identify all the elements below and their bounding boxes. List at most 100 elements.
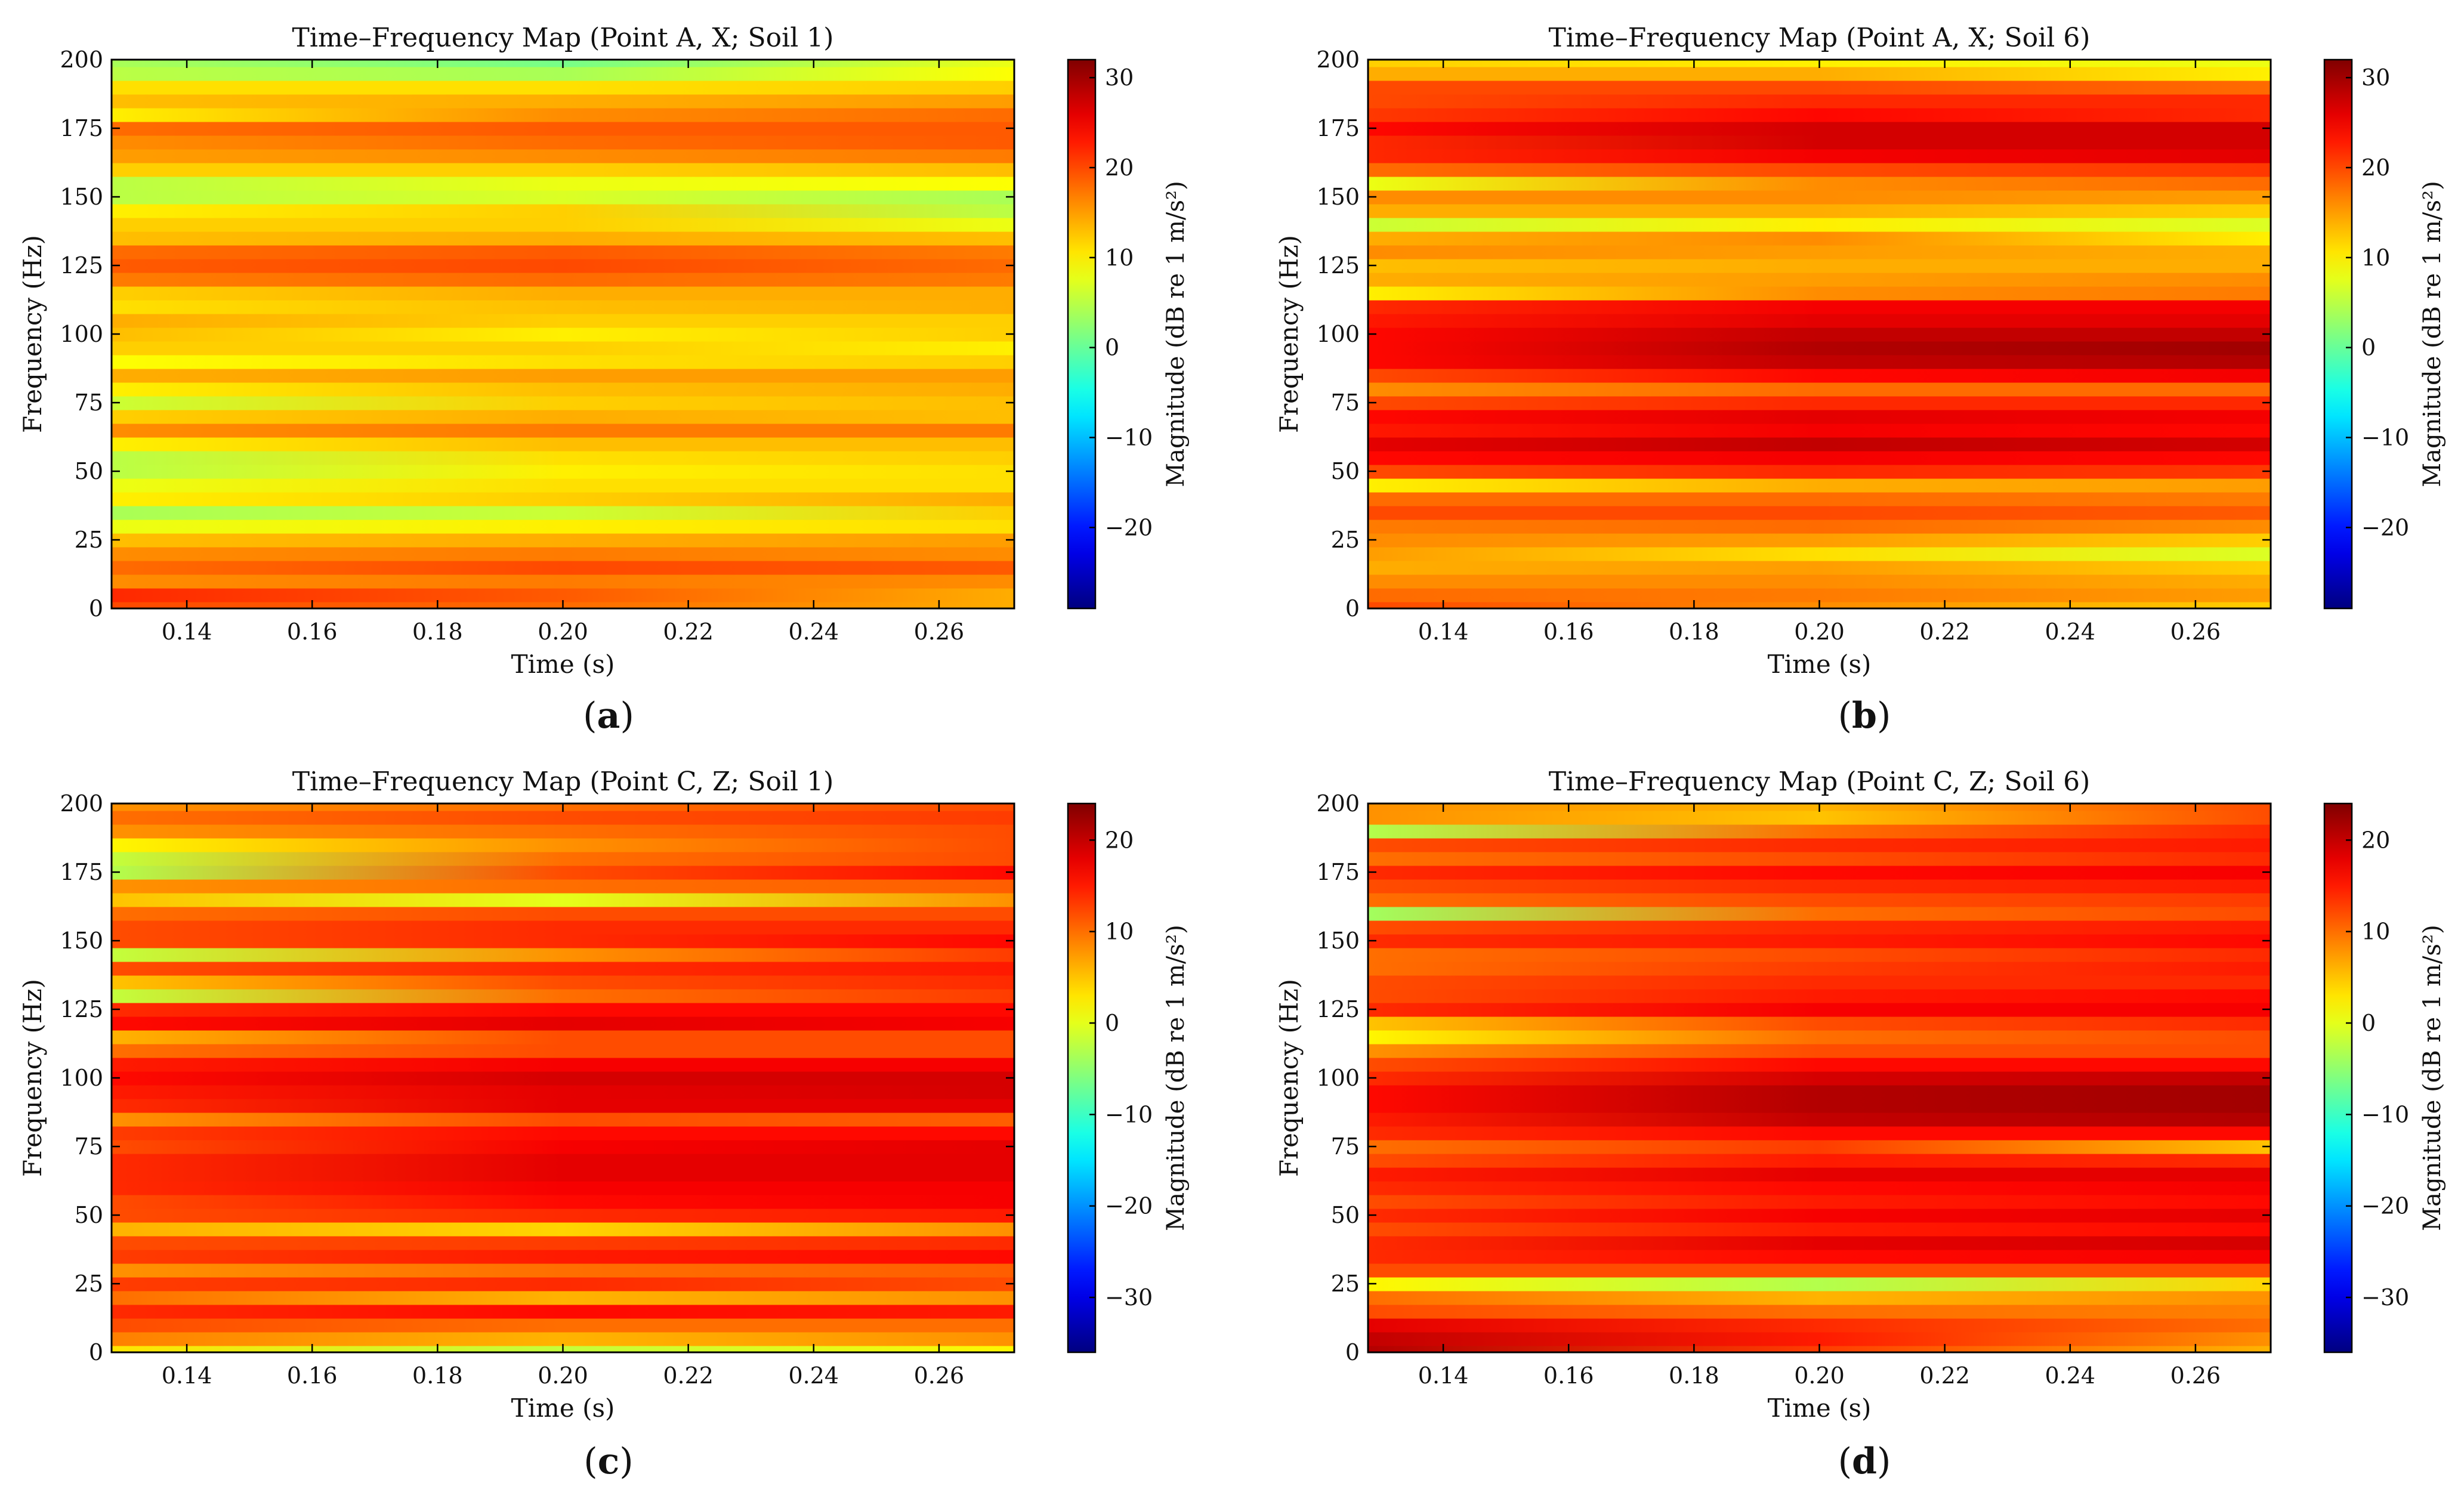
heatmap-band — [1368, 409, 2271, 424]
x-tick-label: 0.14 — [1418, 1362, 1469, 1389]
heatmap-band — [1368, 560, 2271, 575]
heatmap-band — [1368, 1290, 2271, 1305]
y-tick-label: 100 — [1316, 321, 1360, 347]
x-tick-label: 0.14 — [162, 619, 212, 645]
colorbar-tick-label: 10 — [2361, 919, 2390, 945]
heatmap-band — [1368, 1016, 2271, 1031]
y-tick-label: 75 — [75, 390, 103, 416]
colorbar-tick-label: 20 — [1105, 154, 1134, 181]
heatmap-band — [112, 341, 1014, 356]
heatmap-band — [1368, 533, 2271, 548]
colorbar-scale — [1067, 802, 1097, 1354]
heatmap-band — [1368, 1139, 2271, 1154]
x-tick-label: 0.24 — [2045, 619, 2095, 645]
heatmap-band — [1368, 423, 2271, 438]
colorbar-tick-label: 10 — [1105, 245, 1134, 271]
heatmap-band — [112, 395, 1014, 410]
heatmap-band — [112, 1290, 1014, 1305]
colorbar-tick-label: 30 — [2361, 64, 2390, 91]
x-tick-label: 0.18 — [1669, 619, 1719, 645]
x-tick-label: 0.20 — [1794, 1362, 1845, 1389]
colorbar-tick-label: −30 — [2361, 1284, 2409, 1311]
heatmap-band — [112, 1057, 1014, 1072]
heatmap-band — [112, 1153, 1014, 1168]
heatmap-band — [112, 231, 1014, 246]
heatmap-band — [112, 1277, 1014, 1291]
heatmap-band — [112, 546, 1014, 561]
heatmap-band — [1368, 1167, 2271, 1182]
x-tick-label: 0.16 — [287, 619, 338, 645]
heatmap-band — [1368, 135, 2271, 150]
heatmap-band — [112, 879, 1014, 894]
heatmap-band — [1368, 838, 2271, 852]
x-tick-label: 0.14 — [1418, 619, 1469, 645]
heatmap-band — [1368, 203, 2271, 218]
heatmap-band — [112, 1043, 1014, 1058]
heatmap-band — [112, 1304, 1014, 1319]
y-tick-label: 125 — [1316, 252, 1360, 279]
heatmap-band — [112, 1112, 1014, 1127]
heatmap-band — [1368, 851, 2271, 866]
heatmap-band — [112, 66, 1014, 81]
y-tick-label: 0 — [1345, 1339, 1360, 1365]
heatmap-band — [1368, 341, 2271, 356]
chart-title: Time–Frequency Map (Point C, Z; Soil 1) — [292, 767, 834, 797]
heatmap-band — [1368, 1002, 2271, 1017]
heatmap-band — [1368, 121, 2271, 136]
heatmap-band — [112, 838, 1014, 852]
colorbar-d: 20 10 0 −10 −20 −30 Magnitude (dB re 1 m/s²) — [2323, 802, 2446, 1354]
chart-panel-a: Time–Frequency Map (Point A, X; Soil 1) 0… — [18, 23, 1190, 679]
heatmap-band — [112, 1235, 1014, 1250]
x-tick-label: 0.14 — [162, 1362, 212, 1389]
heatmap-band — [112, 409, 1014, 424]
colorbar-tick-label: 20 — [2361, 827, 2390, 853]
heatmap-band — [112, 961, 1014, 976]
y-tick-label: 150 — [60, 928, 103, 954]
heatmap-band — [112, 203, 1014, 218]
heatmap-band — [1368, 1235, 2271, 1250]
y-tick-label: 125 — [60, 252, 103, 279]
heatmap-band — [1368, 1249, 2271, 1264]
heatmap-band — [112, 80, 1014, 95]
chart-title: Time–Frequency Map (Point C, Z; Soil 6) — [1549, 767, 2091, 797]
colorbar-c: 20 10 0 −10 −20 −30 Magnitude (dB re 1 m/s²) — [1067, 802, 1190, 1354]
heatmap-b — [1368, 60, 2271, 609]
heatmap-band — [112, 354, 1014, 369]
heatmap-band — [112, 94, 1014, 109]
heatmap-band — [112, 988, 1014, 1003]
heatmap-band — [1368, 1084, 2271, 1099]
colorbar-tick-label: 0 — [1105, 335, 1119, 361]
heatmap-band — [112, 217, 1014, 232]
heatmap-band — [112, 947, 1014, 962]
y-tick-label: 150 — [1316, 184, 1360, 210]
heatmap-band — [1368, 1057, 2271, 1072]
heatmap-a — [112, 60, 1014, 609]
panel-label-b: (b) — [1838, 695, 1891, 737]
colorbar-b: 30 20 10 0 −10 −20 Magnitude (dB re 1 m/s²) — [2323, 58, 2446, 610]
heatmap-band — [1368, 892, 2271, 907]
colorbar-tick-label: −10 — [2361, 424, 2409, 450]
y-tick-label: 125 — [60, 996, 103, 1022]
heatmap-band — [1368, 272, 2271, 287]
colorbar-scale — [2323, 802, 2353, 1354]
heatmap-c — [112, 804, 1014, 1353]
y-tick-label: 50 — [75, 1202, 103, 1228]
heatmap-band — [112, 1071, 1014, 1086]
heatmap-band — [1368, 354, 2271, 369]
heatmap-band — [1368, 299, 2271, 314]
y-tick-label: 100 — [1316, 1065, 1360, 1091]
x-tick-label: 0.16 — [1543, 1362, 1594, 1389]
colorbar-tick-label: 20 — [2361, 154, 2390, 181]
colorbar-tick-label: −10 — [1105, 424, 1153, 450]
chart-title: Time–Frequency Map (Point A, X; Soil 6) — [1549, 23, 2091, 53]
heatmap-band — [1368, 988, 2271, 1003]
y-axis-label: Frequency (Hz) — [1274, 979, 1304, 1177]
heatmap-band — [1368, 1208, 2271, 1223]
colorbar-tick-label: −20 — [2361, 1193, 2409, 1219]
y-tick-label: 75 — [1331, 1133, 1360, 1160]
y-tick-label: 175 — [60, 859, 103, 885]
heatmap-band — [112, 190, 1014, 205]
heatmap-band — [112, 1084, 1014, 1099]
heatmap-band — [112, 245, 1014, 259]
y-tick-label: 75 — [1331, 390, 1360, 416]
